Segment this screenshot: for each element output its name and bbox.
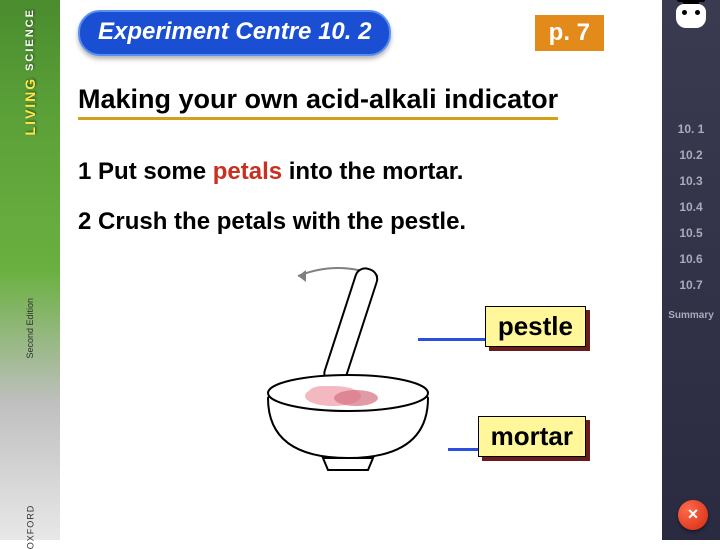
step-1-num: 1 (78, 158, 91, 185)
nav-item-10-6[interactable]: 10.6 (662, 246, 720, 272)
publisher-label: OXFORD (25, 505, 35, 549)
edition-label: Second Edition (25, 298, 35, 359)
close-button[interactable]: × (678, 500, 708, 530)
content-area: Experiment Centre 10. 2 p. 7 Making your… (60, 0, 662, 540)
mascot-icon (671, 6, 711, 46)
brand-line1: LIVING (22, 77, 38, 136)
pestle-label: pestle (485, 306, 586, 347)
right-sidebar: 10. 1 10.2 10.3 10.4 10.5 10.6 10.7 Summ… (662, 0, 720, 540)
nav-item-10-5[interactable]: 10.5 (662, 220, 720, 246)
step-1-after: into the mortar. (282, 158, 463, 185)
step-2-num: 2 (78, 208, 91, 235)
nav-item-10-2[interactable]: 10.2 (662, 142, 720, 168)
brand-logo: LIVING SCIENCE (22, 8, 38, 135)
experiment-pill: Experiment Centre 10. 2 (78, 10, 391, 56)
brand-line2: SCIENCE (24, 8, 36, 71)
page-title: Making your own acid-alkali indicator (78, 84, 558, 120)
mortar-pestle-icon (228, 258, 468, 478)
step-1-highlight: petals (213, 158, 282, 185)
nav-item-summary[interactable]: Summary (662, 304, 720, 327)
step-2: 2 Crush the petals with the pestle. (78, 208, 644, 236)
illustration-area: pestle mortar (78, 258, 644, 498)
step-1: 1 Put some petals into the mortar. (78, 158, 644, 186)
mortar-label: mortar (478, 416, 586, 457)
nav-item-10-7[interactable]: 10.7 (662, 272, 720, 298)
header-row: Experiment Centre 10. 2 p. 7 (78, 10, 644, 56)
nav-item-10-1[interactable]: 10. 1 (662, 116, 720, 142)
nav-item-10-4[interactable]: 10.4 (662, 194, 720, 220)
page-reference: p. 7 (535, 15, 604, 51)
step-2-highlight: Crush (98, 208, 167, 235)
close-icon: × (688, 504, 699, 525)
step-2-after: the petals with the pestle. (167, 208, 466, 235)
nav-item-10-3[interactable]: 10.3 (662, 168, 720, 194)
step-1-before: Put some (91, 158, 212, 185)
left-sidebar: LIVING SCIENCE Second Edition OXFORD (0, 0, 60, 540)
